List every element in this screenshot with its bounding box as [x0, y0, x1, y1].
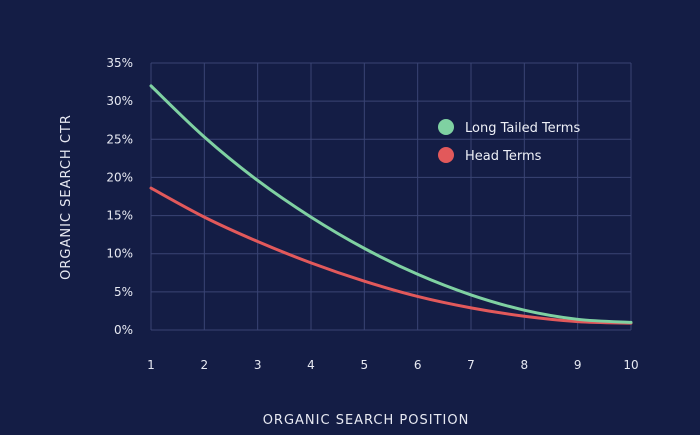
x-tick-label: 2	[201, 358, 209, 372]
legend-label-head-terms: Head Terms	[465, 149, 542, 164]
y-tick-label: 0%	[114, 323, 133, 337]
series-line-long-tailed-terms	[149, 84, 633, 324]
y-tick-label: 15%	[106, 209, 133, 223]
legend-label-long-tailed-terms: Long Tailed Terms	[465, 121, 580, 136]
grid	[150, 62, 632, 331]
y-axis-ticks: 0% 5% 10% 15% 20% 25% 30% 35%	[106, 56, 133, 337]
legend-marker-head-terms	[438, 147, 454, 163]
x-tick-label: 3	[254, 358, 262, 372]
x-tick-label: 8	[521, 358, 529, 372]
x-tick-label: 1	[147, 358, 155, 372]
y-tick-label: 10%	[106, 247, 133, 261]
x-tick-label: 5	[361, 358, 369, 372]
legend: Long Tailed Terms Head Terms	[438, 119, 580, 164]
x-tick-label: 6	[414, 358, 422, 372]
x-axis-title: ORGANIC SEARCH POSITION	[263, 413, 470, 428]
y-tick-label: 25%	[106, 132, 133, 146]
x-tick-label: 10	[623, 358, 638, 372]
x-tick-label: 4	[307, 358, 315, 372]
x-tick-label: 9	[574, 358, 582, 372]
series-lines	[149, 84, 633, 325]
series-line-head-terms	[149, 186, 633, 325]
x-tick-label: 7	[467, 358, 475, 372]
y-tick-label: 5%	[114, 285, 133, 299]
y-axis-title: ORGANIC SEARCH CTR	[59, 114, 74, 280]
legend-marker-long-tailed-terms	[438, 119, 454, 135]
x-axis-ticks: 1 2 3 4 5 6 7 8 9 10	[147, 358, 638, 372]
y-tick-label: 30%	[106, 94, 133, 108]
y-tick-label: 20%	[106, 170, 133, 184]
y-tick-label: 35%	[106, 56, 133, 70]
